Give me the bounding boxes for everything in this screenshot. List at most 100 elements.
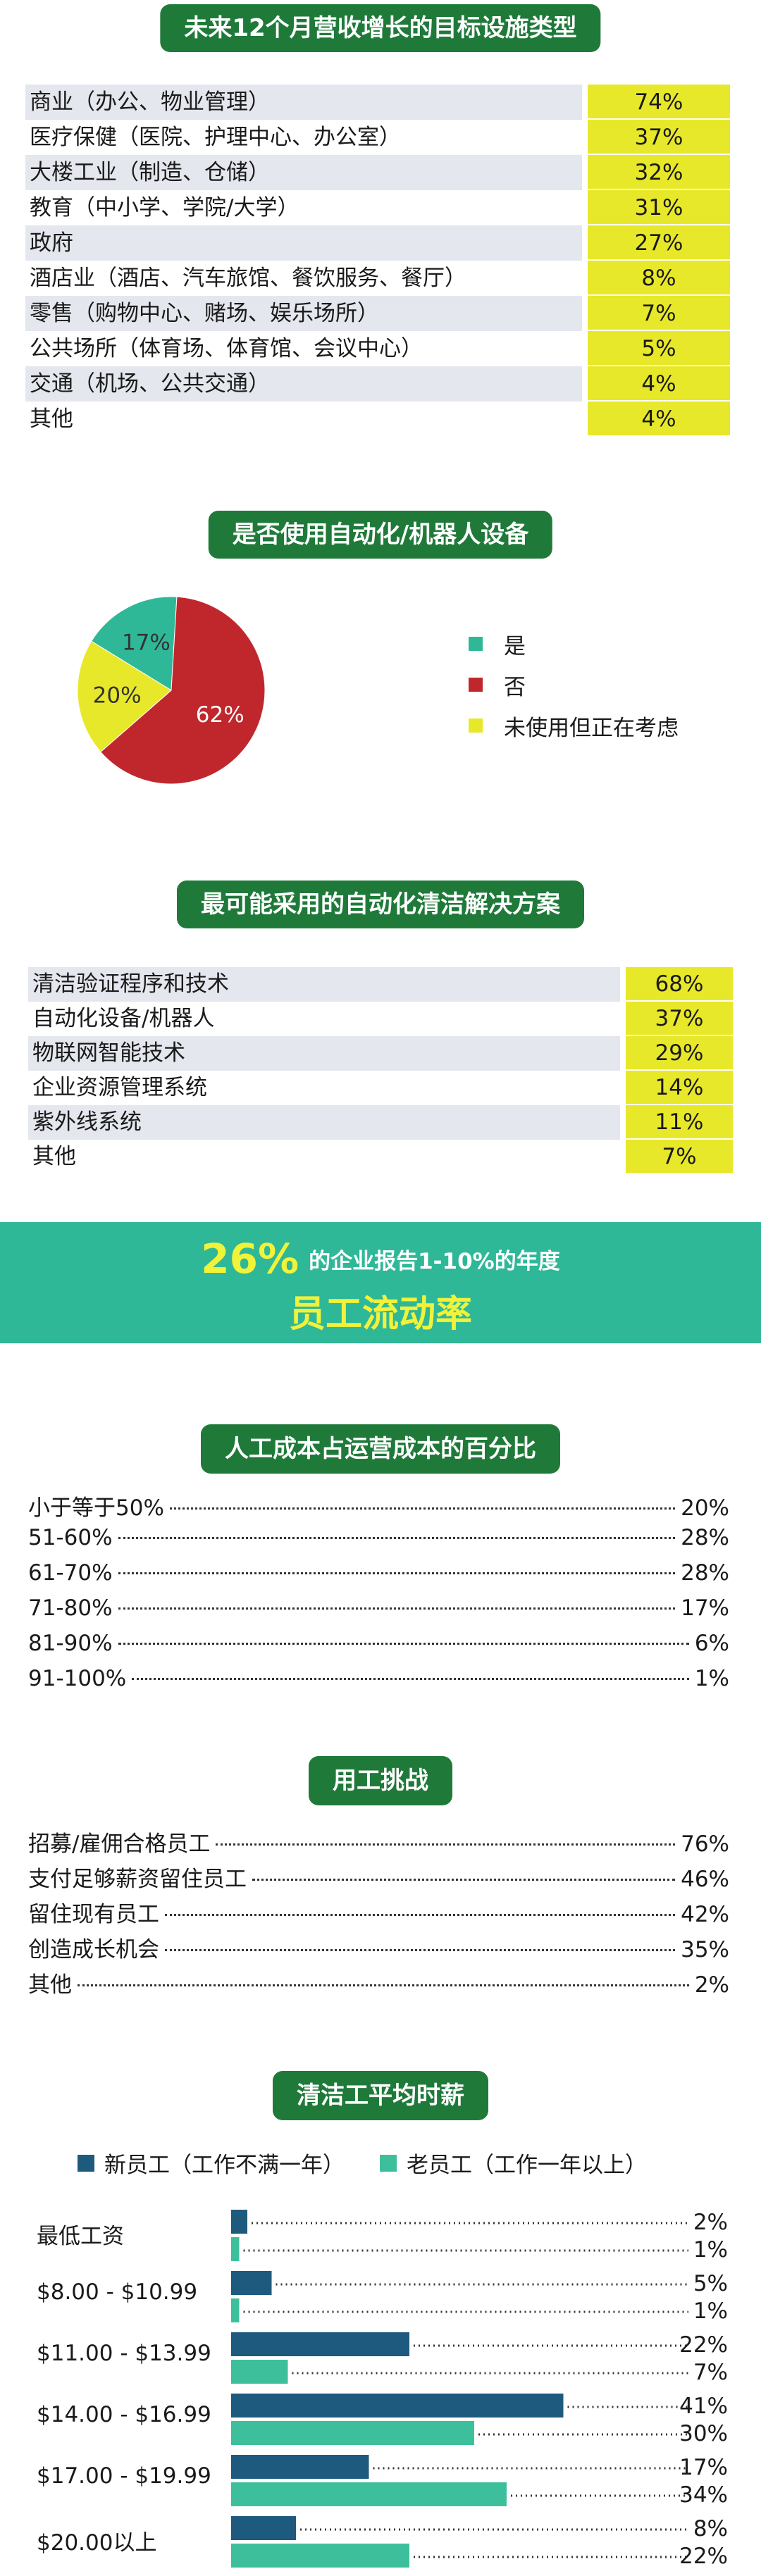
row-label: 其他 (25, 402, 582, 437)
list-value: 28% (681, 1525, 729, 1550)
table-row: 商业（办公、物业管理） 74% (25, 85, 730, 120)
wage-bar-new (231, 2271, 272, 2295)
table-row: 物联网智能技术 29% (28, 1036, 733, 1071)
pie-slice-2 (77, 640, 172, 753)
category-label: $8.00 - $10.99 (37, 2279, 198, 2305)
row-label: 紫外线系统 (28, 1105, 620, 1140)
section3-title-text: 最可能采用的自动化清洁解决方案 (201, 890, 560, 919)
list-item: 51-60% 28% (28, 1525, 729, 1560)
dot-leader (132, 1678, 689, 1680)
legend-item: 否 (469, 664, 679, 705)
list-value: 76% (681, 1831, 729, 1857)
list-label: 81-90% (28, 1631, 113, 1656)
list-label: 创造成长机会 (28, 1937, 159, 1962)
list-value: 6% (694, 1631, 729, 1656)
list-label: 支付足够薪资留住员工 (28, 1867, 247, 1892)
section3-title: 最可能采用的自动化清洁解决方案 (177, 881, 584, 928)
row-value: 14% (626, 1071, 733, 1105)
legend-swatch (469, 718, 483, 733)
wage-value-label: 34% (679, 2482, 728, 2508)
list-label: 其他 (28, 1972, 72, 1998)
row-label: 物联网智能技术 (28, 1036, 620, 1071)
pie-slice-1 (100, 596, 266, 785)
row-label: 清洁验证程序和技术 (28, 967, 620, 1002)
table-row: 政府 27% (25, 225, 730, 261)
row-label: 教育（中小学、学院/大学） (25, 190, 582, 225)
wage-bar-old (231, 2237, 240, 2261)
row-value: 4% (588, 366, 730, 402)
section1-title-text: 未来12个月营收增长的目标设施类型 (184, 14, 577, 42)
pie-label-0: 17% (122, 630, 171, 656)
legend-old-label: 老员工（工作一年以上） (407, 2153, 647, 2178)
pie-svg: 17% 62% 20% (77, 596, 266, 785)
row-label: 医疗保健（医院、护理中心、办公室） (25, 120, 582, 155)
list-item: 71-80% 17% (28, 1595, 729, 1631)
category-label: $20.00以上 (37, 2530, 157, 2556)
row-value: 7% (626, 1140, 733, 1174)
row-label: 交通（机场、公共交通） (25, 366, 582, 402)
legend-item: 是 (469, 623, 679, 664)
table-row: 其他 7% (28, 1140, 733, 1174)
list-item: 创造成长机会 35% (28, 1931, 729, 1967)
category-label: $14.00 - $16.99 (37, 2402, 211, 2427)
table-row: 公共场所（体育场、体育馆、会议中心） 5% (25, 331, 730, 366)
row-value: 27% (588, 225, 730, 261)
row-label: 政府 (25, 225, 582, 261)
automation-solutions-table: 清洁验证程序和技术 68% 自动化设备/机器人 37% 物联网智能技术 29% 企业资源管理… (28, 967, 733, 1174)
list-item: 招募/雇佣合格员工 76% (28, 1826, 729, 1861)
row-value: 4% (588, 402, 730, 437)
banner-line1: 26% 的企业报告1-10%的年度 (0, 1235, 761, 1283)
category-label: $11.00 - $13.99 (37, 2341, 211, 2366)
row-label: 自动化设备/机器人 (28, 1002, 620, 1036)
dot-leader (118, 1643, 689, 1645)
list-label: 留住现有员工 (28, 1902, 159, 1927)
wage-bar-new (231, 2455, 369, 2479)
section2-title-text: 是否使用自动化/机器人设备 (232, 521, 529, 549)
turnover-banner: 26% 的企业报告1-10%的年度 员工流动率 (0, 1222, 761, 1343)
wage-value-label: 2% (693, 2210, 728, 2235)
legend-swatch (469, 637, 483, 651)
table-row: 企业资源管理系统 14% (28, 1071, 733, 1105)
section6-title-text: 清洁工平均时薪 (297, 2082, 464, 2110)
legend-new-swatch (78, 2154, 94, 2172)
pie-slice-0 (91, 596, 178, 691)
dot-leader (169, 1507, 676, 1510)
row-label: 公共场所（体育场、体育馆、会议中心） (25, 331, 582, 366)
section1-title: 未来12个月营收增长的目标设施类型 (160, 4, 601, 52)
dot-leader (78, 1984, 689, 1986)
row-label: 大楼工业（制造、仓储） (25, 155, 582, 190)
dot-leader (252, 1879, 676, 1881)
table-row: 其他 4% (25, 402, 730, 437)
list-item: 留住现有员工 42% (28, 1896, 729, 1931)
row-value: 11% (626, 1105, 733, 1140)
legend-label: 否 (504, 674, 526, 700)
list-value: 1% (694, 1666, 729, 1691)
table-row: 自动化设备/机器人 37% (28, 1002, 733, 1036)
row-value: 32% (588, 155, 730, 190)
table-row: 医疗保健（医院、护理中心、办公室） 37% (25, 120, 730, 155)
banner-line1-text: 的企业报告1-10%的年度 (309, 1248, 560, 1274)
labor-cost-list: 小于等于50% 20% 51-60% 28% 61-70% 28% 71-80% 17% 81-… (28, 1490, 729, 1701)
wage-value-label: 30% (679, 2421, 728, 2446)
wage-value-label: 1% (693, 2298, 728, 2324)
automation-pie-chart: 17% 62% 20% (76, 595, 266, 785)
row-label: 酒店业（酒店、汽车旅馆、餐饮服务、餐厅） (25, 261, 582, 296)
wage-value-label: 41% (679, 2394, 728, 2419)
legend-swatch (469, 678, 483, 692)
table-row: 紫外线系统 11% (28, 1105, 733, 1140)
wage-bar-new (231, 2394, 564, 2418)
table-row: 教育（中小学、学院/大学） 31% (25, 190, 730, 225)
pie-legend: 是否未使用但正在考虑 (469, 623, 679, 746)
wage-bar-old (231, 2482, 507, 2506)
wage-bar-old (231, 2544, 409, 2568)
table-row: 零售（购物中心、赌场、娱乐场所） 7% (25, 296, 730, 331)
row-label: 商业（办公、物业管理） (25, 85, 582, 120)
row-value: 74% (588, 85, 730, 120)
wage-value-label: 22% (679, 2332, 728, 2358)
dot-leader (165, 1949, 676, 1951)
row-value: 7% (588, 296, 730, 331)
wage-value-label: 7% (693, 2360, 728, 2385)
list-item: 其他 2% (28, 1967, 729, 2002)
section5-title-text: 用工挑战 (333, 1767, 428, 1795)
list-value: 17% (681, 1595, 729, 1621)
